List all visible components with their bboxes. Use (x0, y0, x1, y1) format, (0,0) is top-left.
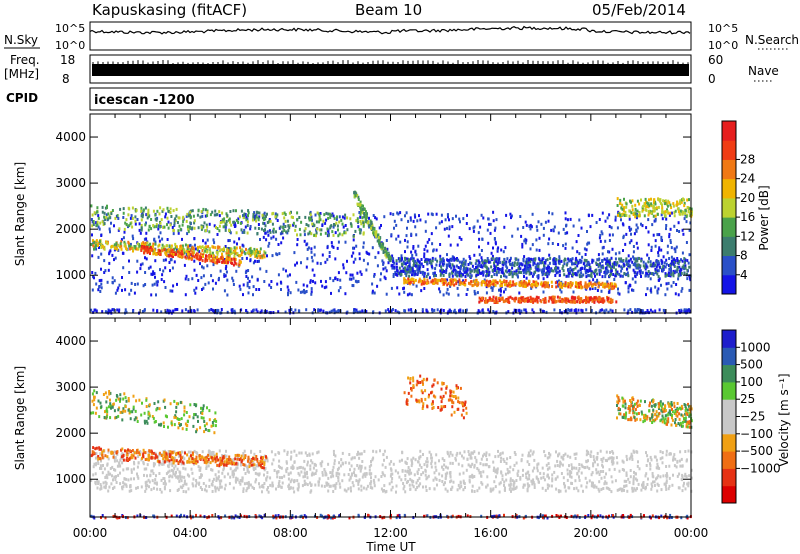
y-tick-label: 2000 (55, 222, 86, 236)
x-tick-label: 08:00 (273, 526, 308, 540)
velocity-colorbar-tick: 100 (740, 375, 763, 389)
power-ylabel: Slant Range [km] (13, 162, 27, 266)
velocity-colorbar-tick: 1000 (740, 340, 771, 354)
velocity-colorbar-tick: 25 (740, 392, 755, 406)
nsearch-tick-top: 10^5 (708, 22, 738, 35)
velocity-colorbar-tick: 500 (740, 358, 763, 372)
x-tick-label: 04:00 (173, 526, 208, 540)
power-colorbar: 4 8 12 16 20 24 28 Power [dB] (721, 120, 771, 295)
power-data (90, 190, 693, 315)
velocity-colorbar-tick: −100 (740, 427, 773, 441)
velocity-colorbar: 1000 500 100 25 −25 −100 −500 −1000 Velocity [m… (721, 329, 791, 504)
power-colorbar-tick: 12 (740, 229, 755, 243)
freq-label: Freq. (10, 53, 40, 67)
x-tick-label: 20:00 (574, 526, 609, 540)
velocity-colorbar-tick: −25 (740, 410, 765, 424)
nsky-trace (89, 25, 691, 35)
y-tick-label: 2000 (55, 426, 86, 440)
y-tick-label: 3000 (55, 380, 86, 394)
cpid-value: icescan -1200 (94, 93, 195, 108)
y-tick-label: 1000 (55, 472, 86, 486)
nsearch-label: N.Search (745, 33, 799, 47)
y-tick-label: 1000 (55, 268, 86, 282)
nsky-label: N.Sky (4, 33, 38, 47)
y-tick-label: 4000 (55, 130, 86, 144)
x-tick-label: 12:00 (373, 526, 408, 540)
x-tick-label: 00:00 (73, 526, 108, 540)
nave-tick-top: 60 (708, 53, 723, 67)
freq-panel: Freq. [MHz] 18 8 60 0 Nave (4, 53, 779, 86)
velocity-colorbar-tick: −1000 (740, 461, 781, 475)
beam-title: Beam 10 (355, 1, 422, 19)
velocity-colorbar-tick: −500 (740, 444, 773, 458)
x-tick-label: 00:00 (674, 526, 709, 540)
nsky-panel: N.Sky 10^5 10^0 10^5 10^0 N.Search (4, 21, 799, 52)
nsky-tick-bottom: 10^0 (55, 39, 85, 52)
power-colorbar-tick: 8 (740, 249, 748, 263)
power-colorbar-label: Power [dB] (757, 185, 771, 250)
velocity-ylabel: Slant Range [km] (13, 366, 27, 470)
nsky-tick-top: 10^5 (55, 22, 85, 35)
freq-unit: [MHz] (4, 67, 39, 81)
power-colorbar-tick: 20 (740, 191, 755, 205)
velocity-panel: 1000 2000 3000 4000 Slant Range [km] (13, 317, 693, 520)
station-title: Kapuskasing (fitACF) (92, 1, 247, 19)
y-tick-label: 3000 (55, 176, 86, 190)
power-colorbar-tick: 16 (740, 210, 755, 224)
nave-label: Nave (748, 64, 779, 78)
freq-band (92, 64, 689, 76)
cpid-label: CPID (6, 91, 38, 105)
date-title: 05/Feb/2014 (592, 1, 686, 19)
nsearch-tick-bottom: 10^0 (708, 39, 738, 52)
cpid-panel: CPID icescan -1200 (6, 87, 692, 111)
velocity-data (90, 374, 693, 520)
power-colorbar-tick: 4 (740, 268, 748, 282)
velocity-colorbar-label: Velocity [m s⁻¹] (777, 373, 791, 466)
freq-tick-top: 18 (60, 53, 75, 67)
y-tick-label: 4000 (55, 334, 86, 348)
power-colorbar-tick: 24 (740, 172, 755, 186)
nave-tick-bottom: 0 (708, 72, 716, 86)
x-axis-label: Time UT (365, 540, 416, 554)
power-panel: 1000 2000 3000 4000 Slant Range [km] (13, 113, 693, 315)
nave-trace (92, 60, 689, 64)
freq-tick-bottom: 8 (62, 72, 70, 86)
power-colorbar-tick: 28 (740, 152, 755, 166)
x-tick-label: 16:00 (473, 526, 508, 540)
